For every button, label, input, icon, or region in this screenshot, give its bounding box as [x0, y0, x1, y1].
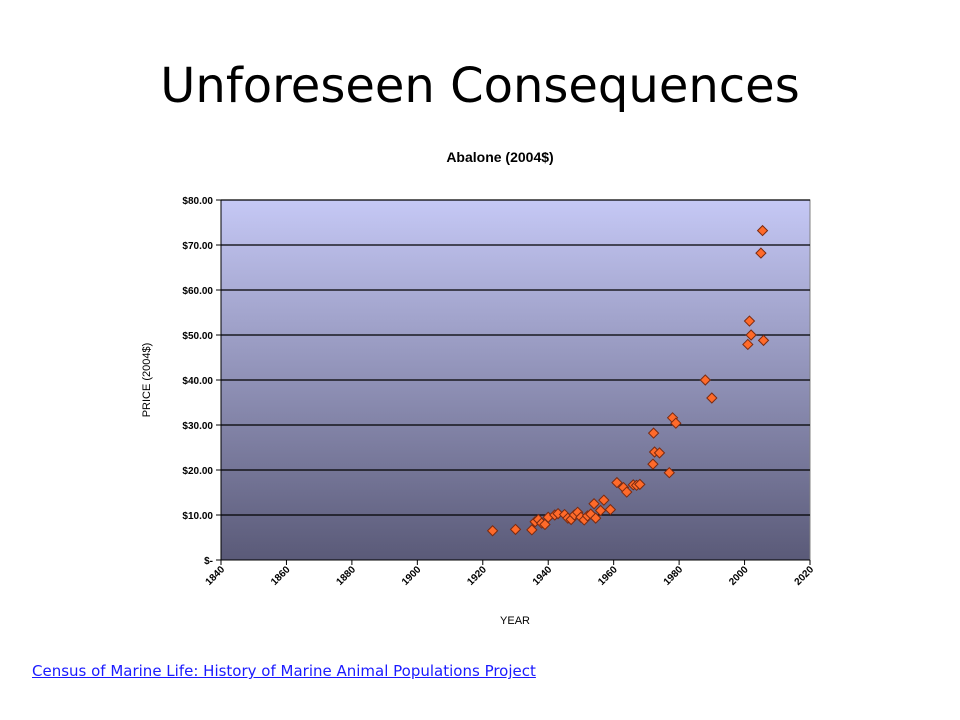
x-tick-label: 1920	[465, 564, 489, 588]
x-tick-label: 1980	[662, 564, 686, 588]
abalone-price-chart: Abalone (2004$) $- $10.00 $20.00 $30.00 $40.…	[141, 149, 817, 627]
data-point	[588, 498, 600, 510]
data-point	[509, 523, 522, 536]
data-point	[670, 417, 682, 429]
data-point	[756, 224, 769, 237]
data-point	[743, 315, 756, 327]
y-tick-label: $-	[204, 556, 213, 567]
x-tick-label: 1900	[400, 564, 424, 588]
data-point	[621, 486, 633, 498]
x-tick-label: 1880	[334, 564, 358, 588]
y-tick-label: $70.00	[182, 241, 213, 252]
y-tick-label: $20.00	[182, 466, 213, 477]
y-tick-label: $10.00	[182, 511, 213, 522]
x-tick-label: 2020	[793, 564, 817, 588]
data-point	[647, 427, 660, 439]
x-axis-label: YEAR	[500, 615, 530, 627]
data-point	[611, 476, 623, 489]
slide-title: Unforeseen Consequences	[160, 58, 800, 114]
y-tick-label: $50.00	[182, 331, 213, 342]
y-tick-label: $30.00	[182, 421, 213, 432]
data-point	[634, 478, 646, 491]
data-point	[742, 338, 754, 351]
data-point	[755, 247, 767, 259]
data-point	[663, 466, 676, 479]
y-tick-label: $40.00	[182, 376, 213, 387]
x-tick-label: 1940	[531, 564, 555, 588]
data-point	[699, 374, 711, 386]
data-point	[598, 494, 610, 506]
data-point	[757, 334, 770, 347]
data-point	[604, 503, 617, 516]
y-axis-label: PRICE (2004$)	[141, 343, 153, 418]
y-tick-label: $80.00	[182, 196, 213, 207]
x-tick-label: 2000	[727, 564, 751, 588]
data-point	[526, 524, 538, 536]
data-point	[647, 458, 659, 470]
data-point	[706, 392, 718, 404]
x-tick-label: 1840	[204, 564, 228, 588]
data-point	[589, 512, 602, 524]
data-point	[486, 525, 499, 537]
x-tick-label: 1960	[596, 564, 620, 588]
y-tick-label: $60.00	[182, 286, 213, 297]
x-tick-label: 1860	[269, 564, 293, 588]
data-point	[745, 329, 757, 341]
data-point	[594, 504, 607, 517]
chart-title: Abalone (2004$)	[446, 149, 553, 165]
source-link[interactable]: Census of Marine Life: History of Marine…	[32, 662, 536, 680]
data-point	[653, 447, 666, 459]
